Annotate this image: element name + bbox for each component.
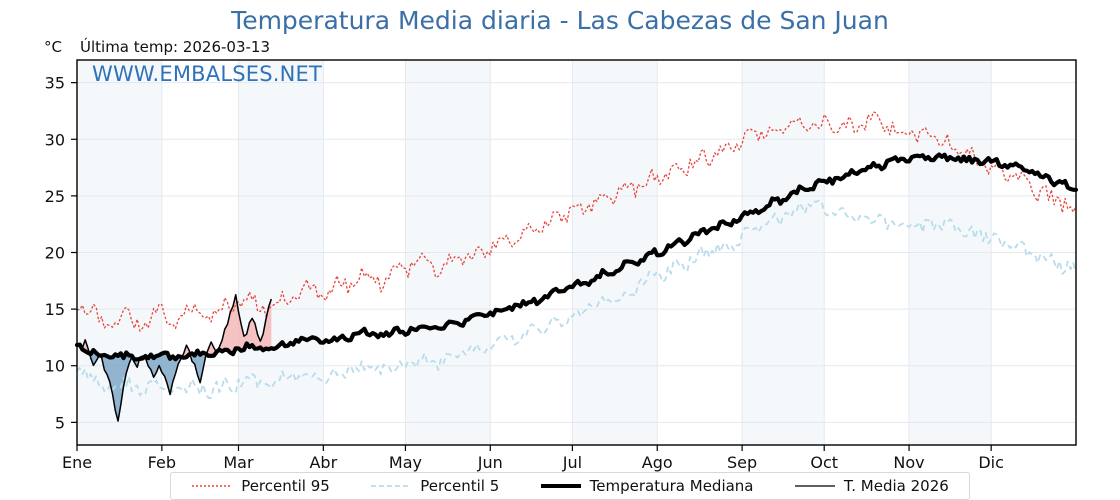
x-axis-ticks: Ene Feb Mar Abr May Jun Jul Ago Sep Oct Nov Dic <box>62 445 1004 472</box>
y-axis-ticks: 5 10 15 20 25 30 35 <box>45 74 77 432</box>
y-axis-unit-label: °C <box>44 38 62 56</box>
svg-text:15: 15 <box>45 300 65 319</box>
chart-legend: Percentil 95 Percentil 5 Temperatura Med… <box>170 472 970 500</box>
legend-item-percentil-5: Percentil 5 <box>370 477 499 495</box>
svg-text:Sep: Sep <box>727 453 757 472</box>
svg-text:Ene: Ene <box>62 453 92 472</box>
page-title: Temperatura Media diaria - Las Cabezas d… <box>231 6 889 35</box>
legend-swatch-t-media-2026 <box>794 485 835 487</box>
svg-text:May: May <box>389 453 422 472</box>
svg-text:5: 5 <box>55 413 65 432</box>
svg-text:30: 30 <box>45 130 65 149</box>
legend-swatch-temperatura-mediana <box>540 484 581 488</box>
legend-label-temperatura-mediana: Temperatura Mediana <box>589 477 754 495</box>
legend-swatch-percentil-95 <box>192 485 233 487</box>
svg-text:Feb: Feb <box>148 453 176 472</box>
svg-text:Abr: Abr <box>309 453 337 472</box>
svg-text:35: 35 <box>45 74 65 93</box>
svg-text:Ago: Ago <box>642 453 673 472</box>
svg-text:10: 10 <box>45 357 65 376</box>
legend-label-percentil-5: Percentil 5 <box>420 477 500 495</box>
svg-text:Jun: Jun <box>477 453 503 472</box>
legend-label-percentil-95: Percentil 95 <box>241 477 330 495</box>
legend-item-t-media-2026: T. Media 2026 <box>794 477 949 495</box>
svg-text:Nov: Nov <box>893 453 924 472</box>
legend-swatch-percentil-5 <box>371 485 412 487</box>
svg-text:Jul: Jul <box>562 453 582 472</box>
svg-text:25: 25 <box>45 187 65 206</box>
legend-item-temperatura-mediana: Temperatura Mediana <box>540 477 754 495</box>
legend-label-t-media-2026: T. Media 2026 <box>843 477 949 495</box>
svg-text:20: 20 <box>45 244 65 263</box>
svg-text:Mar: Mar <box>223 453 254 472</box>
last-temp-label: Última temp: 2026-03-13 <box>80 38 271 56</box>
svg-text:Oct: Oct <box>810 453 838 472</box>
gridlines <box>77 60 1076 445</box>
data-series <box>74 111 1079 422</box>
legend-item-percentil-95: Percentil 95 <box>191 477 330 495</box>
watermark-label: WWW.EMBALSES.NET <box>92 62 323 86</box>
svg-text:Dic: Dic <box>978 453 1004 472</box>
